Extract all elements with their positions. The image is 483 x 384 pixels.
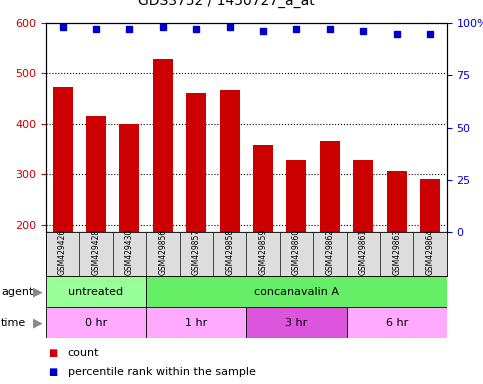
Text: GSM429860: GSM429860 (292, 229, 301, 275)
Text: GSM429859: GSM429859 (258, 229, 268, 275)
Bar (253, 145, 273, 326)
Text: GSM429430: GSM429430 (125, 229, 134, 275)
Bar (286, 160, 306, 326)
Bar (86, 116, 106, 326)
Bar (220, 89, 240, 326)
Text: GSM429857: GSM429857 (192, 229, 201, 275)
Text: ▶: ▶ (33, 316, 43, 329)
Text: percentile rank within the sample: percentile rank within the sample (68, 367, 256, 377)
Text: agent: agent (1, 287, 33, 297)
Text: GSM429861: GSM429861 (359, 229, 368, 275)
Text: 1 hr: 1 hr (185, 318, 207, 328)
Bar (320, 141, 340, 326)
Bar (186, 93, 206, 326)
Text: GSM429428: GSM429428 (91, 229, 100, 275)
Bar (119, 124, 140, 326)
Bar (146, 307, 246, 338)
Text: GSM429856: GSM429856 (158, 229, 167, 275)
Bar (146, 276, 447, 307)
Text: ▶: ▶ (33, 285, 43, 298)
Text: time: time (1, 318, 26, 328)
Text: GSM429863: GSM429863 (392, 229, 401, 275)
Text: GSM429862: GSM429862 (326, 229, 334, 275)
Text: 3 hr: 3 hr (285, 318, 308, 328)
Text: ■: ■ (48, 367, 57, 377)
Text: 0 hr: 0 hr (85, 318, 107, 328)
Text: ■: ■ (48, 348, 57, 358)
Bar (46, 276, 146, 307)
Text: GSM429858: GSM429858 (225, 229, 234, 275)
Bar (386, 171, 407, 326)
Text: GSM429864: GSM429864 (426, 229, 435, 275)
Text: concanavalin A: concanavalin A (254, 287, 339, 297)
Bar (46, 307, 146, 338)
Text: count: count (68, 348, 99, 358)
Bar (347, 307, 447, 338)
Text: untreated: untreated (69, 287, 124, 297)
Bar (353, 160, 373, 326)
Bar (246, 307, 347, 338)
Bar (153, 60, 173, 326)
Bar (420, 179, 440, 326)
Text: GSM429426: GSM429426 (58, 229, 67, 275)
Text: 6 hr: 6 hr (385, 318, 408, 328)
Text: GDS3752 / 1450727_a_at: GDS3752 / 1450727_a_at (138, 0, 314, 8)
Bar (53, 87, 72, 326)
